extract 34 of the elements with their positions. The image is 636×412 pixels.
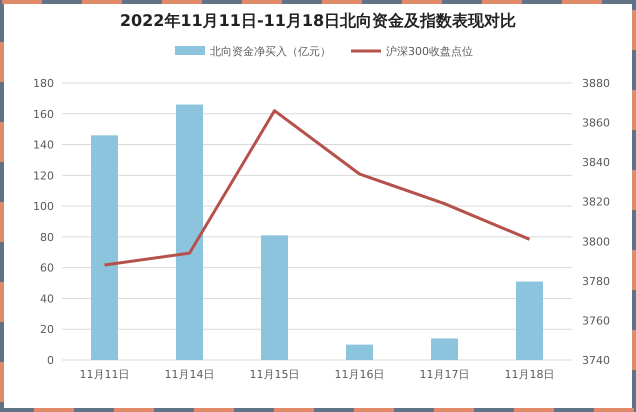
y2-tick-label: 3800 — [582, 235, 610, 248]
x-tick-label: 11月15日 — [250, 368, 300, 381]
y-tick-label: 0 — [47, 354, 54, 367]
chart-title: 2022年11月11日-11月18日北向资金及指数表现对比 — [120, 11, 516, 30]
y-tick-label: 180 — [33, 77, 54, 90]
x-tick-label: 11月14日 — [164, 368, 214, 381]
y-tick-label: 60 — [40, 262, 54, 275]
x-tick-label: 11月18日 — [504, 368, 554, 381]
y-tick-label: 20 — [40, 323, 54, 336]
bar — [261, 235, 288, 360]
y2-tick-label: 3780 — [582, 274, 610, 288]
y-tick-label: 40 — [40, 292, 54, 306]
x-tick-label: 11月11日 — [80, 368, 130, 381]
legend-label: 北向资金净买入（亿元） — [210, 45, 331, 58]
bar — [176, 104, 203, 360]
bar — [91, 135, 118, 360]
y-tick-label: 80 — [40, 230, 54, 244]
y2-tick-label: 3840 — [582, 156, 610, 170]
y2-tick-label: 3820 — [582, 196, 610, 209]
legend-label: 沪深300收盘点位 — [386, 45, 473, 58]
y2-tick-label: 3740 — [582, 354, 610, 367]
y-tick-label: 100 — [33, 200, 54, 214]
line-series — [103, 109, 531, 267]
bar — [346, 344, 373, 360]
y-tick-label: 160 — [33, 108, 54, 121]
y-tick-label: 140 — [33, 138, 54, 152]
x-tick-label: 11月16日 — [334, 368, 384, 381]
y2-tick-label: 3880 — [582, 77, 610, 90]
bar — [431, 338, 458, 360]
bar — [516, 282, 543, 360]
x-tick-label: 11月17日 — [420, 368, 470, 381]
y2-tick-label: 3760 — [582, 314, 610, 328]
y2-tick-label: 3860 — [582, 116, 610, 130]
y-tick-label: 120 — [33, 169, 54, 182]
